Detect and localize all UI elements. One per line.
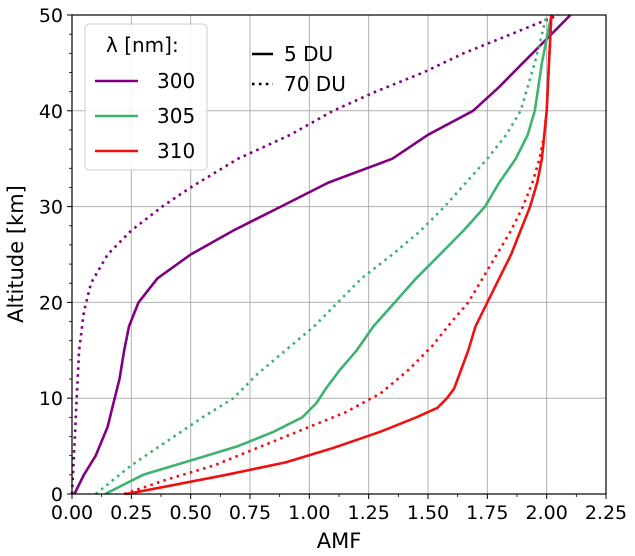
series-310nm-5du-line (126, 14, 553, 496)
style-label-solid: 5 DU (284, 42, 333, 66)
x-tick-label: 1.25 (348, 502, 390, 524)
x-tick-label: 2.25 (585, 502, 627, 524)
y-tick-label: 40 (39, 101, 63, 123)
x-axis-label: AMF (317, 529, 362, 553)
x-tick-label: 1.75 (466, 502, 508, 524)
series-310nm-70du-line (123, 14, 553, 496)
legend-label-305: 305 (157, 104, 195, 128)
tick-labels: 0.00 0.25 0.50 0.75 1.00 1.25 1.50 1.75 2.00 2.25… (39, 5, 627, 524)
x-tick-label: 1.50 (407, 502, 449, 524)
x-tick-label: 2.00 (526, 502, 568, 524)
y-tick-label: 20 (39, 292, 63, 314)
wavelength-legend: λ [nm]: 300 305 310 (84, 23, 208, 171)
axis-ticks (67, 14, 607, 499)
series-305nm-5du-line (104, 14, 553, 496)
legend-label-310: 310 (157, 139, 195, 163)
x-tick-label: 1.00 (288, 502, 330, 524)
y-tick-label: 30 (39, 197, 63, 219)
y-tick-label: 0 (51, 484, 63, 506)
series-300nm-5du-line (73, 14, 572, 495)
legend-label-300: 300 (157, 69, 195, 93)
x-tick-label: 0.25 (110, 502, 152, 524)
x-tick-label: 0.50 (170, 502, 212, 524)
legend-box (84, 23, 208, 171)
y-tick-label: 10 (39, 388, 63, 410)
ozone-style-legend: 5 DU 70 DU (252, 42, 346, 96)
y-tick-label: 50 (39, 5, 63, 27)
y-axis-label: Altitude [km] (4, 185, 28, 323)
series-lines (70, 13, 572, 496)
series-305nm-70du-line (94, 14, 548, 496)
style-label-dotted: 70 DU (284, 72, 346, 96)
x-tick-label: 0.00 (51, 502, 93, 524)
legend-title: λ [nm]: (106, 33, 179, 57)
x-tick-label: 0.75 (229, 502, 271, 524)
